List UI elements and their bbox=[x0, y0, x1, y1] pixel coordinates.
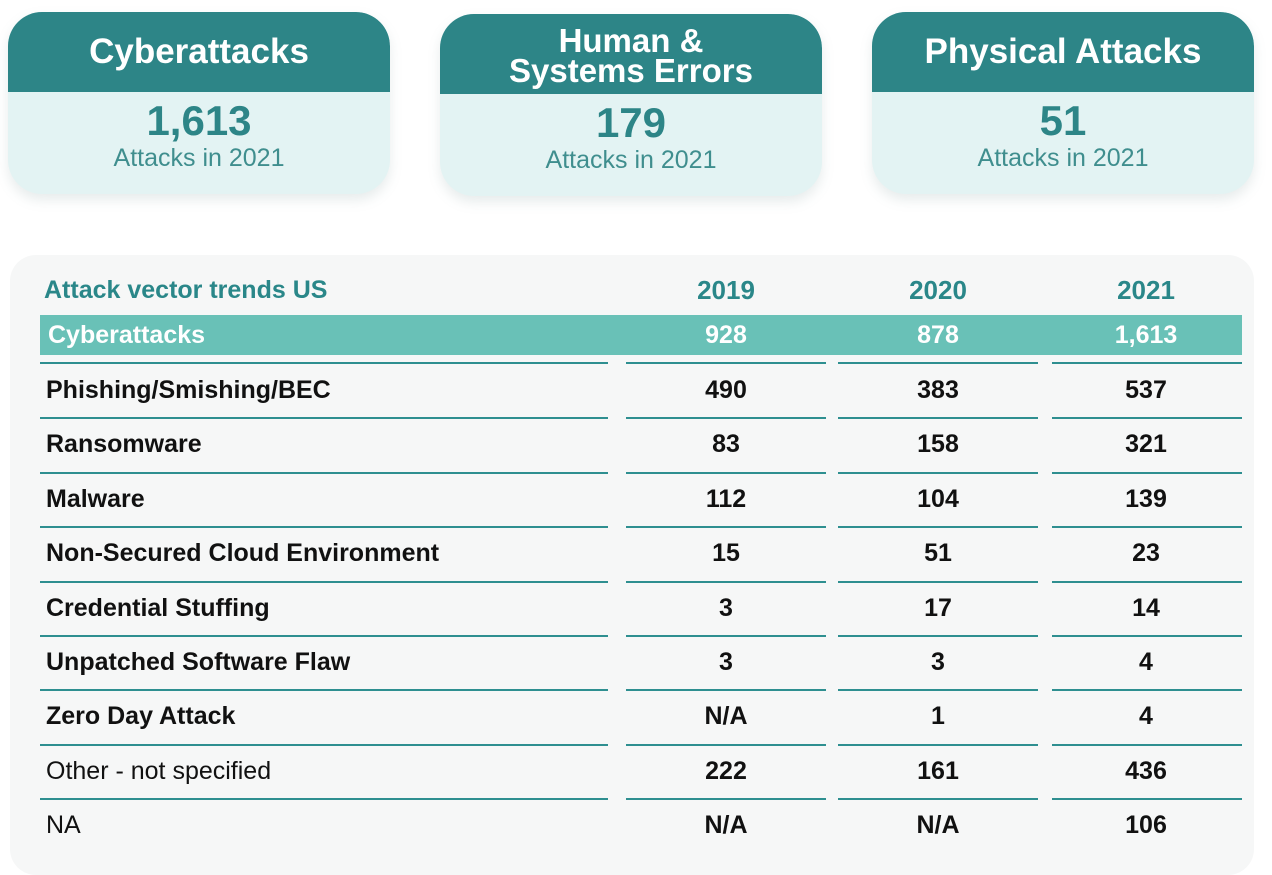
row-divider bbox=[626, 417, 826, 420]
row-divider bbox=[40, 362, 608, 364]
row-value: 15 bbox=[712, 539, 740, 568]
row-divider bbox=[626, 362, 826, 364]
row-label: Credential Stuffing bbox=[46, 593, 270, 622]
row-value: 4 bbox=[1139, 702, 1153, 731]
row-divider bbox=[626, 689, 826, 692]
row-value: 1,613 bbox=[1114, 321, 1178, 349]
row-label: Unpatched Software Flaw bbox=[46, 648, 351, 676]
row-value: 321 bbox=[1125, 430, 1167, 459]
row-divider bbox=[1052, 417, 1242, 420]
row-divider bbox=[1052, 635, 1242, 637]
row-value: 383 bbox=[917, 376, 959, 404]
cyberattacks-total-row bbox=[40, 315, 1242, 355]
row-label: Ransomware bbox=[46, 430, 202, 459]
row-divider bbox=[626, 798, 826, 801]
table-panel bbox=[10, 255, 1254, 875]
row-value: 537 bbox=[1125, 376, 1167, 404]
row-divider bbox=[1052, 798, 1242, 801]
card-subtitle: Attacks in 2021 bbox=[977, 144, 1149, 172]
row-value: 3 bbox=[719, 648, 733, 676]
row-value: N/A bbox=[704, 811, 748, 840]
row-divider bbox=[40, 689, 608, 692]
human-systems-errors-card: Human & Systems Errors 179 Attacks in 20… bbox=[440, 14, 822, 196]
row-divider bbox=[40, 580, 608, 583]
row-value: 4 bbox=[1139, 648, 1153, 676]
row-divider bbox=[1052, 362, 1242, 364]
row-divider bbox=[1052, 743, 1242, 746]
row-value: 222 bbox=[705, 756, 747, 785]
row-divider bbox=[838, 526, 1038, 529]
row-divider bbox=[40, 526, 608, 529]
row-divider bbox=[1052, 689, 1242, 692]
row-divider bbox=[838, 417, 1038, 420]
row-value: 139 bbox=[1125, 484, 1167, 513]
row-value: 104 bbox=[917, 484, 959, 513]
row-divider bbox=[626, 635, 826, 637]
row-divider bbox=[1052, 580, 1242, 583]
row-value: 23 bbox=[1132, 539, 1160, 568]
row-divider bbox=[40, 417, 608, 420]
row-value: 1 bbox=[931, 702, 945, 731]
card-value: 179 bbox=[595, 99, 667, 146]
row-divider bbox=[1052, 526, 1242, 529]
row-divider bbox=[626, 743, 826, 746]
row-value: N/A bbox=[916, 811, 960, 840]
row-value: 106 bbox=[1125, 811, 1167, 840]
row-divider bbox=[626, 471, 826, 474]
row-label: Zero Day Attack bbox=[46, 702, 236, 731]
row-label: NA bbox=[46, 811, 81, 840]
row-divider bbox=[40, 471, 608, 474]
card-title: Physical Attacks bbox=[872, 12, 1254, 92]
row-label: Malware bbox=[46, 484, 145, 513]
row-value: 83 bbox=[712, 430, 740, 459]
row-value: 158 bbox=[917, 430, 959, 459]
column-header: 2019 bbox=[697, 275, 755, 305]
column-header: 2021 bbox=[1117, 275, 1175, 305]
row-value: 490 bbox=[705, 376, 747, 404]
card-title: Cyberattacks bbox=[8, 12, 390, 92]
row-divider bbox=[838, 362, 1038, 364]
row-divider bbox=[838, 743, 1038, 746]
row-value: 878 bbox=[917, 321, 959, 349]
row-value: 3 bbox=[719, 593, 733, 622]
cyberattacks-card: Cyberattacks 1,613 Attacks in 2021 bbox=[8, 12, 390, 194]
column-header: 2020 bbox=[909, 275, 967, 305]
card-value: 51 bbox=[1039, 97, 1087, 144]
table-title: Attack vector trends US bbox=[44, 276, 328, 304]
row-divider bbox=[1052, 471, 1242, 474]
row-divider bbox=[838, 635, 1038, 637]
card-subtitle: Attacks in 2021 bbox=[545, 146, 717, 174]
card-title-line2: Systems Errors bbox=[509, 52, 753, 89]
row-label: Phishing/Smishing/BEC bbox=[46, 376, 331, 404]
row-divider bbox=[40, 743, 608, 746]
row-label: Non-Secured Cloud Environment bbox=[46, 539, 440, 568]
row-value: N/A bbox=[704, 702, 748, 731]
row-value: 436 bbox=[1125, 756, 1167, 785]
row-divider bbox=[40, 635, 608, 637]
row-divider bbox=[838, 689, 1038, 692]
row-value: 161 bbox=[917, 756, 959, 785]
row-label: Other - not specified bbox=[46, 756, 272, 785]
card-title-line1: Human & bbox=[558, 22, 704, 59]
card-value: 1,613 bbox=[146, 97, 252, 144]
row-value: 928 bbox=[705, 321, 747, 349]
row-label: Cyberattacks bbox=[48, 321, 206, 349]
row-divider bbox=[626, 526, 826, 529]
row-divider bbox=[40, 798, 608, 801]
card-title: Human & Systems Errors bbox=[440, 14, 822, 94]
card-subtitle: Attacks in 2021 bbox=[113, 144, 285, 172]
row-divider bbox=[626, 580, 826, 583]
row-value: 3 bbox=[931, 648, 945, 676]
physical-attacks-card: Physical Attacks 51 Attacks in 2021 bbox=[872, 12, 1254, 194]
row-value: 51 bbox=[924, 539, 952, 568]
row-divider bbox=[838, 580, 1038, 583]
row-divider bbox=[838, 471, 1038, 474]
row-value: 14 bbox=[1132, 593, 1160, 622]
row-value: 112 bbox=[705, 484, 747, 513]
row-value: 17 bbox=[924, 593, 952, 622]
row-divider bbox=[838, 798, 1038, 801]
